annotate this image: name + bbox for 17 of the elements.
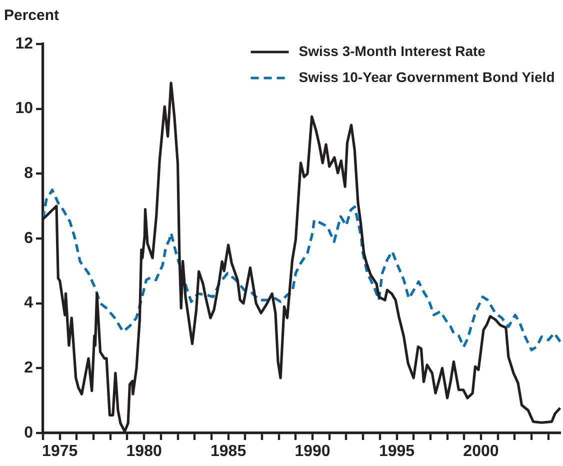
- y-tick-label: 6: [24, 230, 34, 247]
- x-tick-label: 2000: [463, 443, 499, 460]
- y-tick-label: 10: [15, 100, 34, 118]
- x-tick-label: 1975: [42, 443, 78, 460]
- y-axis-title: Percent: [4, 7, 60, 24]
- legend-label: Swiss 3-Month Interest Rate: [298, 42, 486, 59]
- line-series: [43, 188, 561, 352]
- x-tick-label: 1990: [294, 443, 330, 460]
- x-tick-label: 1985: [210, 443, 246, 460]
- y-tick-label: 8: [24, 165, 34, 182]
- x-tick-label: 1995: [378, 443, 415, 460]
- x-tick-label: 1980: [126, 443, 162, 460]
- y-tick-label: 0: [24, 424, 34, 442]
- y-tick-label: 12: [15, 35, 34, 52]
- y-tick-label: 2: [24, 360, 34, 377]
- legend-label: Swiss 10-Year Government Bond Yield: [298, 68, 555, 85]
- y-tick-label: 4: [24, 294, 34, 312]
